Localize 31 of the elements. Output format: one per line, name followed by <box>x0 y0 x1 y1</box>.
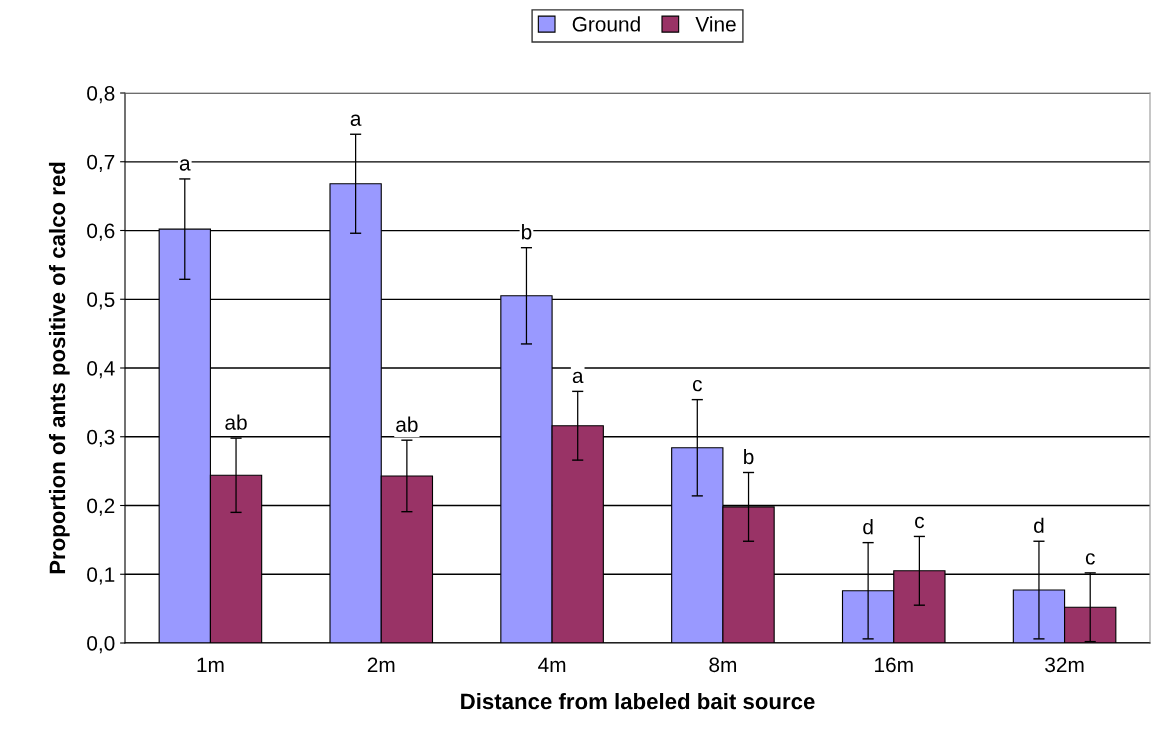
legend-label: Ground <box>572 16 640 32</box>
annotation: c <box>692 379 702 392</box>
annotation: c <box>1085 553 1095 565</box>
annotation: b <box>744 448 754 465</box>
y-tick-label: 0,3 <box>87 429 115 447</box>
y-tick-label: 0,7 <box>87 154 115 172</box>
y-tick-label: 0,1 <box>87 567 115 585</box>
annotation: a <box>350 114 362 126</box>
annotation: b <box>522 224 532 240</box>
x-tick-label: 1m <box>197 657 224 672</box>
x-tick-label: 4m <box>538 657 566 672</box>
x-tick-label: 8m <box>709 657 737 673</box>
y-tick-label: 0,4 <box>87 361 115 379</box>
y-tick-label: 0,6 <box>87 223 115 241</box>
legend-label: Vine <box>695 16 736 32</box>
annotation: ab <box>396 416 418 432</box>
annotation: ab <box>225 414 247 430</box>
x-tick-label: 2m <box>367 657 395 672</box>
x-tick-label: 16m <box>875 657 913 673</box>
y-tick-label: 0,5 <box>87 292 115 310</box>
y-tick-label: 0,8 <box>87 86 115 104</box>
annotation: d <box>863 519 873 535</box>
x-axis-title: Distance from labeled bait source <box>461 692 815 710</box>
y-tick-label: 0,2 <box>87 498 115 516</box>
annotation: c <box>915 516 925 529</box>
annotation: d <box>1034 517 1044 533</box>
y-tick-label: 0,0 <box>87 636 115 654</box>
y-axis-title: Proportion of ants positive of calco red <box>48 162 70 574</box>
annotation: a <box>572 371 584 384</box>
annotation: a <box>179 159 191 171</box>
x-tick-label: 32m <box>1045 657 1084 673</box>
